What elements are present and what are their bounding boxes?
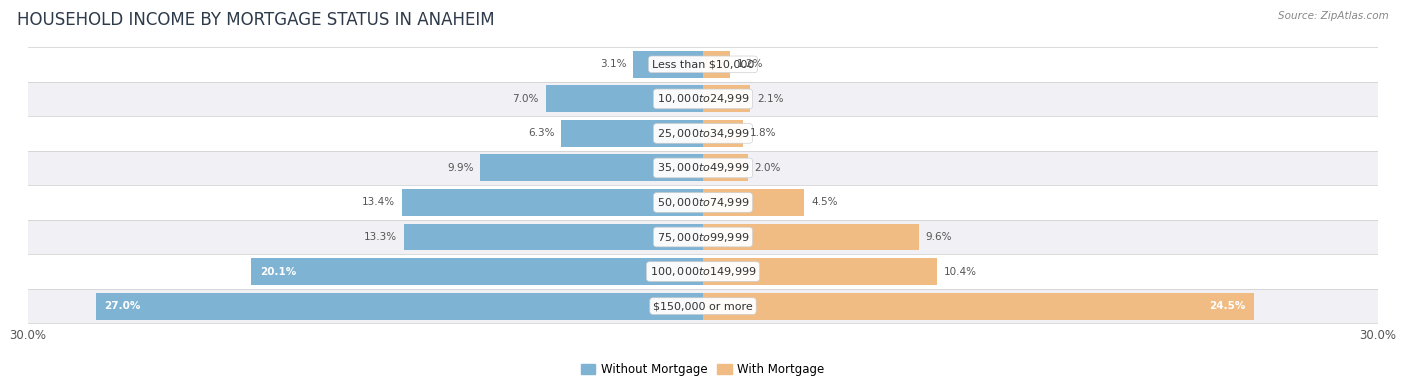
- Bar: [703, 85, 751, 112]
- Bar: [404, 223, 703, 251]
- Bar: [703, 293, 1254, 319]
- Text: 27.0%: 27.0%: [104, 301, 141, 311]
- Text: 9.9%: 9.9%: [447, 163, 474, 173]
- Text: $50,000 to $74,999: $50,000 to $74,999: [657, 196, 749, 209]
- Bar: [250, 258, 703, 285]
- Bar: [703, 258, 936, 285]
- Text: $25,000 to $34,999: $25,000 to $34,999: [657, 127, 749, 140]
- Bar: [96, 293, 703, 319]
- Text: 1.2%: 1.2%: [737, 59, 763, 69]
- Bar: [703, 155, 748, 181]
- Text: $10,000 to $24,999: $10,000 to $24,999: [657, 92, 749, 105]
- Bar: [28, 289, 1378, 323]
- Bar: [28, 116, 1378, 151]
- Bar: [28, 220, 1378, 254]
- Bar: [402, 189, 703, 216]
- Text: 2.0%: 2.0%: [755, 163, 782, 173]
- Bar: [28, 82, 1378, 116]
- Text: HOUSEHOLD INCOME BY MORTGAGE STATUS IN ANAHEIM: HOUSEHOLD INCOME BY MORTGAGE STATUS IN A…: [17, 11, 495, 29]
- Bar: [703, 51, 730, 78]
- Text: Less than $10,000: Less than $10,000: [652, 59, 754, 69]
- Text: 20.1%: 20.1%: [260, 266, 297, 277]
- Bar: [703, 223, 920, 251]
- Text: 2.1%: 2.1%: [756, 94, 783, 104]
- Text: 4.5%: 4.5%: [811, 197, 838, 208]
- Text: 24.5%: 24.5%: [1209, 301, 1246, 311]
- Text: 7.0%: 7.0%: [512, 94, 538, 104]
- Text: $35,000 to $49,999: $35,000 to $49,999: [657, 161, 749, 175]
- Text: $100,000 to $149,999: $100,000 to $149,999: [650, 265, 756, 278]
- Bar: [28, 151, 1378, 185]
- Bar: [28, 185, 1378, 220]
- Text: 10.4%: 10.4%: [943, 266, 977, 277]
- Bar: [28, 254, 1378, 289]
- Text: 6.3%: 6.3%: [529, 129, 554, 138]
- Text: Source: ZipAtlas.com: Source: ZipAtlas.com: [1278, 11, 1389, 21]
- Legend: Without Mortgage, With Mortgage: Without Mortgage, With Mortgage: [576, 358, 830, 378]
- Text: $150,000 or more: $150,000 or more: [654, 301, 752, 311]
- Bar: [561, 120, 703, 147]
- Bar: [481, 155, 703, 181]
- Bar: [703, 189, 804, 216]
- Text: 1.8%: 1.8%: [751, 129, 776, 138]
- Bar: [633, 51, 703, 78]
- Text: 13.4%: 13.4%: [361, 197, 395, 208]
- Text: $75,000 to $99,999: $75,000 to $99,999: [657, 231, 749, 243]
- Bar: [546, 85, 703, 112]
- Text: 3.1%: 3.1%: [600, 59, 627, 69]
- Bar: [703, 120, 744, 147]
- Bar: [28, 47, 1378, 82]
- Text: 9.6%: 9.6%: [925, 232, 952, 242]
- Text: 13.3%: 13.3%: [364, 232, 396, 242]
